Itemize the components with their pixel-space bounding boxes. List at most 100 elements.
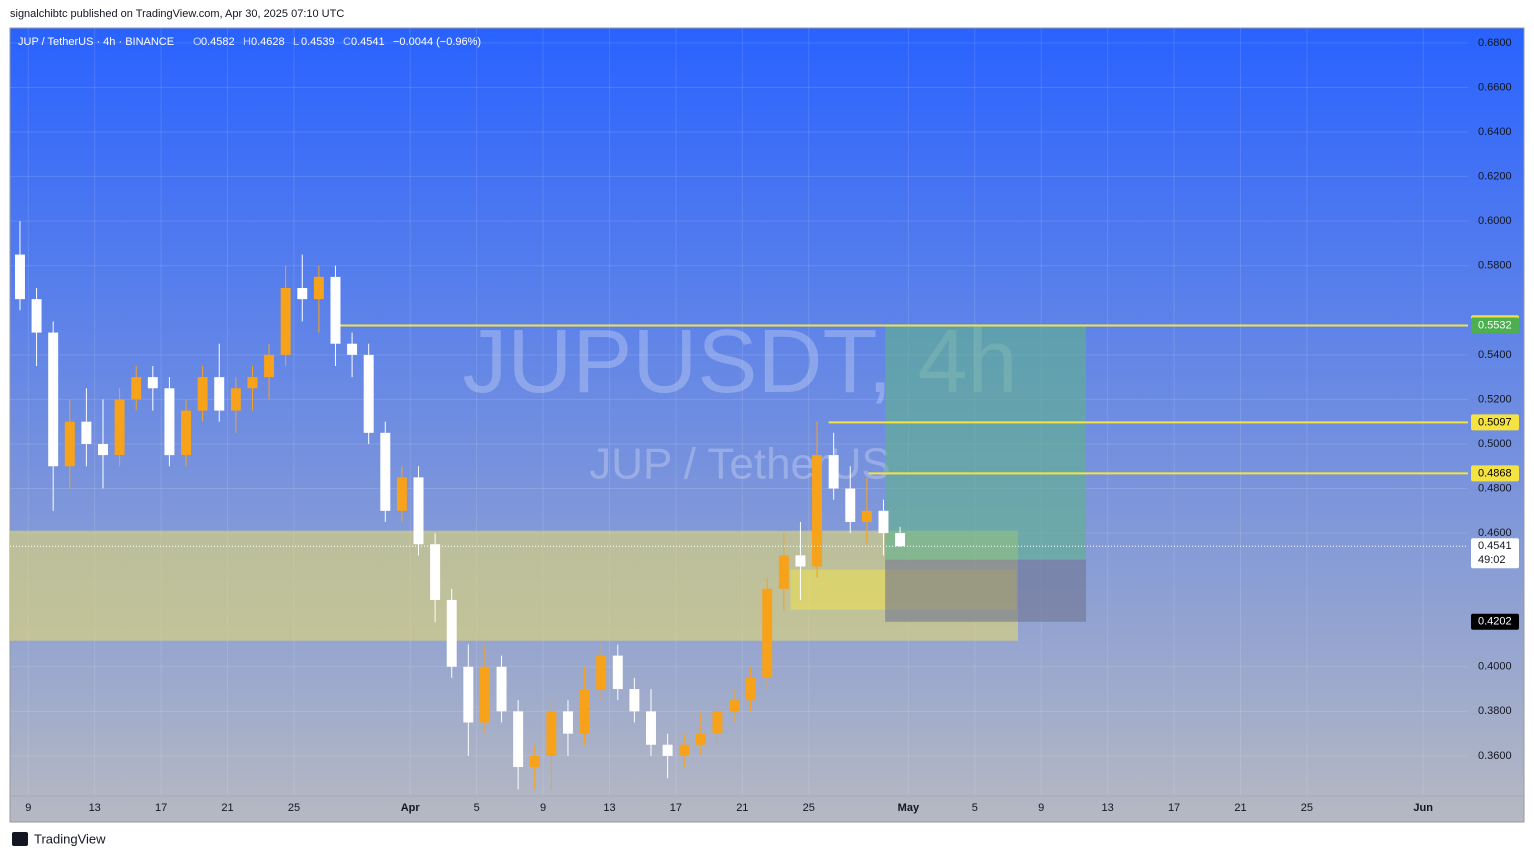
- candle-body: [31, 299, 42, 333]
- price-label: 0.5097: [1478, 416, 1512, 428]
- candle-body: [197, 377, 208, 411]
- candle-body: [662, 744, 673, 756]
- y-tick-label: 0.6800: [1478, 37, 1512, 49]
- price-label-bg: [1471, 613, 1519, 630]
- legend-change: −0.0044 (−0.96%): [393, 36, 481, 48]
- footer: TradingView: [34, 831, 106, 846]
- candle-body: [330, 276, 341, 344]
- legend-key: O: [193, 36, 202, 48]
- candle-body: [164, 388, 175, 456]
- last-price-label-bg: [1471, 538, 1519, 569]
- candle-body: [745, 677, 756, 701]
- candle-body: [612, 655, 623, 690]
- candle-body: [363, 354, 374, 433]
- legend-key: L: [293, 36, 299, 48]
- y-tick-label: 0.4000: [1478, 661, 1512, 673]
- x-tick-label: 9: [540, 802, 546, 814]
- price-label-bg: [1471, 317, 1519, 334]
- y-tick-label: 0.5800: [1478, 260, 1512, 272]
- x-tick-label: 17: [1168, 802, 1180, 814]
- candle-body: [81, 421, 92, 444]
- x-tick-label: 25: [803, 802, 815, 814]
- legend-key: C: [343, 36, 351, 48]
- candle-body: [762, 588, 773, 678]
- candle-body: [596, 655, 607, 690]
- y-tick-label: 0.6200: [1478, 171, 1512, 183]
- candle-body: [14, 254, 25, 300]
- candle-body: [131, 377, 142, 400]
- chart-background: [9, 27, 1525, 823]
- x-tick-label: 9: [25, 802, 31, 814]
- legend-value: 0.4582: [201, 36, 235, 48]
- y-tick-label: 0.6400: [1478, 126, 1512, 138]
- candle-body: [646, 711, 656, 745]
- candle-body: [230, 388, 241, 411]
- candle-body: [695, 733, 706, 745]
- price-label-bg: [1471, 465, 1519, 482]
- legend-key: H: [243, 36, 251, 48]
- y-tick-label: 0.4600: [1478, 527, 1512, 539]
- candle-body: [878, 510, 889, 534]
- x-tick-label: 9: [1038, 802, 1044, 814]
- price-label: 0.5532: [1478, 319, 1512, 331]
- x-tick-label: 13: [1102, 802, 1114, 814]
- legend-value: 0.4539: [301, 36, 335, 48]
- legend-value: 0.4541: [351, 36, 385, 48]
- y-tick-label: 0.4800: [1478, 482, 1512, 494]
- y-tick-label: 0.5200: [1478, 393, 1512, 405]
- y-tick-label: 0.5000: [1478, 438, 1512, 450]
- candle-body: [413, 477, 424, 545]
- y-tick-label: 0.3800: [1478, 705, 1512, 717]
- candle-body: [778, 555, 789, 589]
- x-tick-label: 5: [972, 802, 978, 814]
- candle-body: [98, 443, 108, 456]
- x-tick-label: Apr: [401, 802, 421, 814]
- candle-body: [380, 432, 391, 511]
- legend-value: 0.4628: [251, 36, 285, 48]
- x-tick-label: 5: [474, 802, 480, 814]
- x-tick-label: 21: [221, 802, 233, 814]
- y-tick-label: 0.5400: [1478, 349, 1512, 361]
- candle-body: [114, 399, 125, 456]
- candle-body: [629, 689, 640, 712]
- candle-body: [147, 377, 158, 389]
- x-tick-label: 21: [736, 802, 748, 814]
- candle-body: [446, 599, 457, 667]
- y-tick-label: 0.3600: [1478, 750, 1512, 762]
- candle-body: [297, 288, 308, 300]
- candle-body: [861, 510, 872, 522]
- price-label: 0.4868: [1478, 467, 1512, 479]
- x-tick-label: 17: [670, 802, 682, 814]
- candle-body: [48, 332, 59, 467]
- candle-body: [828, 455, 839, 489]
- candle-body: [64, 421, 75, 467]
- candle-body: [214, 377, 225, 411]
- x-tick-label: 13: [603, 802, 615, 814]
- candle-body: [313, 276, 324, 300]
- candle-body: [496, 666, 507, 712]
- candle-body: [181, 410, 192, 456]
- candle-body: [562, 711, 573, 734]
- candle-body: [795, 555, 806, 567]
- x-tick-label: 25: [1301, 802, 1313, 814]
- candle-body: [280, 288, 291, 355]
- watermark-sub: JUP / TetherUS: [589, 440, 891, 489]
- logo: [12, 832, 28, 846]
- y-tick-label: 0.6600: [1478, 81, 1512, 93]
- countdown: 49:02: [1478, 554, 1506, 566]
- candle-body: [529, 755, 540, 768]
- symbol-legend: JUP / TetherUS · 4h · BINANCE: [18, 36, 174, 48]
- position-profit: [885, 325, 1087, 560]
- position-loss: [885, 559, 1087, 622]
- price-label: 0.4202: [1478, 616, 1512, 628]
- candle-body: [812, 455, 823, 567]
- candle-body: [479, 666, 490, 723]
- candle-body: [845, 488, 856, 522]
- candle-body: [463, 666, 474, 723]
- candle-body: [347, 343, 358, 355]
- x-tick-label: 25: [288, 802, 300, 814]
- candle-body: [546, 711, 557, 756]
- candle-body: [712, 711, 723, 734]
